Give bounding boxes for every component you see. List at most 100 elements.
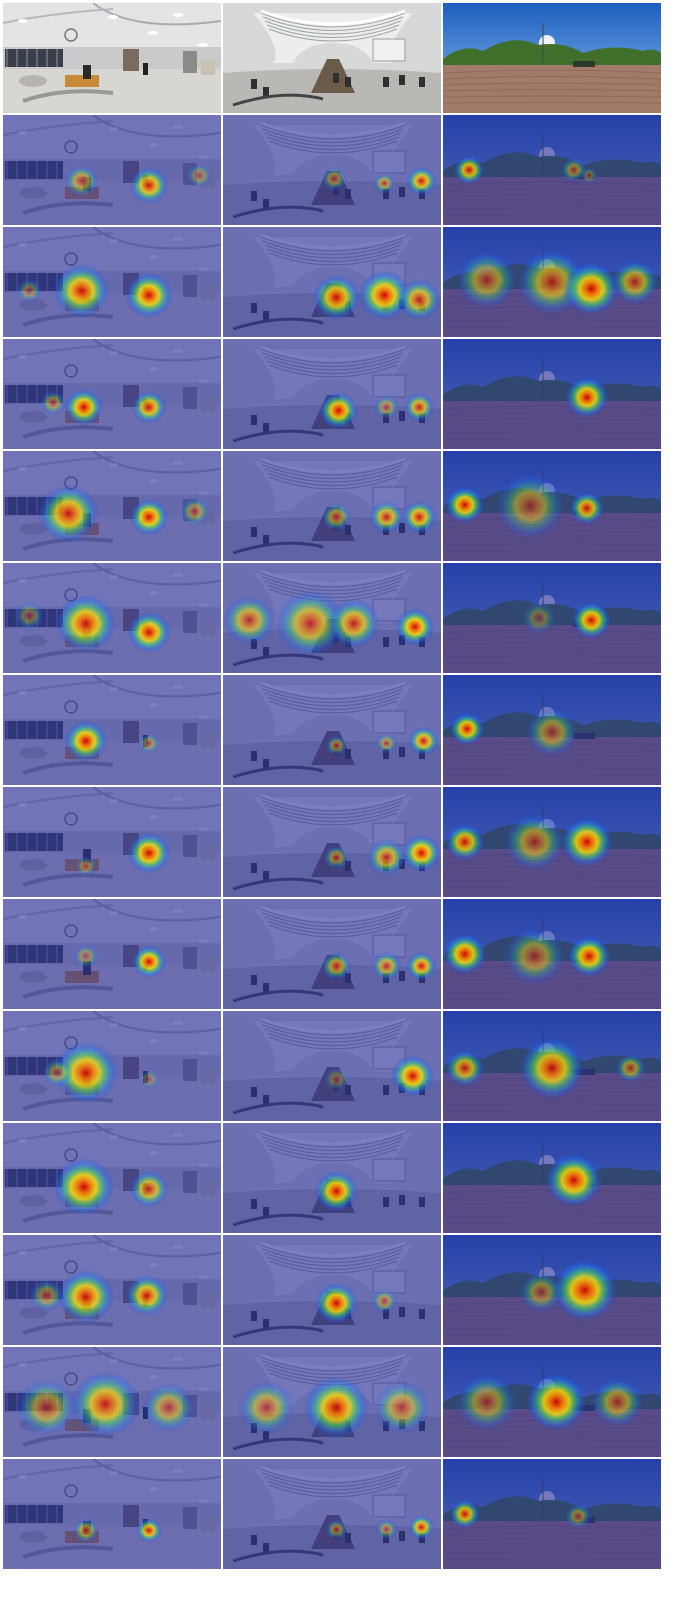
heatmap-layer [37, 484, 211, 543]
heat-blob [567, 935, 611, 977]
saliency-map-tile [223, 451, 441, 561]
original-panorama-tile [3, 3, 221, 113]
heat-blob [401, 834, 441, 872]
indoor-lobby-scene [3, 3, 221, 113]
saliency-map-tile [223, 1123, 441, 1233]
heat-blob [321, 951, 352, 981]
blue-overlay [223, 1459, 441, 1569]
saliency-map-tile [3, 1459, 221, 1569]
blue-overlay [3, 675, 221, 785]
heatmap-layer [321, 500, 437, 534]
heat-blob [314, 1170, 359, 1212]
heat-blob [552, 1258, 618, 1322]
heat-blob [127, 611, 171, 654]
heat-blob [373, 172, 396, 194]
heat-blob [519, 1037, 585, 1100]
heat-blob [312, 274, 361, 321]
indoor-hall-scene [223, 3, 441, 113]
heat-blob [57, 1269, 115, 1324]
saliency-map-tile [223, 675, 441, 785]
saliency-map-tile [443, 1123, 661, 1233]
heat-blob [129, 498, 169, 536]
heat-blob [131, 945, 167, 979]
heatmap-layer [72, 1518, 163, 1543]
heat-blob [125, 1274, 169, 1317]
panorama-image [3, 899, 221, 1009]
heatmap-layer [74, 832, 171, 877]
saliency-map-tile [3, 451, 221, 561]
heat-blob [456, 250, 518, 309]
panorama-image [223, 1011, 441, 1121]
heatmap-layer [314, 1282, 398, 1324]
heatmap-layer [72, 943, 167, 979]
heat-blob [314, 1282, 359, 1324]
heat-blob [70, 1371, 141, 1438]
heat-blob [29, 1278, 65, 1313]
panorama-image [223, 1123, 441, 1233]
heat-blob [445, 486, 485, 524]
heat-blob [323, 1066, 350, 1092]
panorama-image [223, 227, 441, 337]
heatmap-layer [325, 1514, 435, 1540]
panorama-image [223, 451, 441, 561]
saliency-map-tile [443, 227, 661, 337]
heat-blob [445, 1049, 485, 1087]
heat-blob [16, 278, 43, 304]
heatmap-layer [40, 388, 167, 426]
panorama-image [223, 787, 441, 897]
heat-blob [571, 601, 611, 639]
panorama-image [443, 115, 661, 225]
heat-blob [580, 167, 598, 184]
heat-blob [521, 601, 557, 635]
panorama-image [3, 1459, 221, 1569]
heat-blob [72, 943, 99, 969]
heatmap-layer [29, 1269, 169, 1324]
heat-blob [275, 590, 346, 657]
heat-blob [325, 1519, 348, 1540]
panorama-image [3, 227, 221, 337]
heat-blob [142, 1382, 195, 1433]
panorama-image [443, 1123, 661, 1233]
blue-overlay [443, 339, 661, 449]
panorama-image [3, 675, 221, 785]
saliency-map-tile [223, 563, 441, 673]
heat-blob [74, 855, 97, 877]
panorama-image [223, 563, 441, 673]
heatmap-layer [312, 270, 441, 321]
heatmap-layer [445, 472, 605, 540]
saliency-map-tile [223, 1347, 441, 1457]
heat-blob [560, 817, 614, 867]
panorama-image [3, 115, 221, 225]
heatmap-layer [565, 376, 609, 419]
saliency-map-tile [3, 787, 221, 897]
saliency-map-tile [3, 563, 221, 673]
heatmap-layer [519, 1258, 618, 1322]
heat-blob [449, 1499, 481, 1529]
heatmap-layer [445, 1037, 646, 1100]
heatmap-layer [325, 726, 439, 756]
heat-blob [64, 720, 108, 762]
heat-blob [37, 484, 99, 543]
panorama-image [223, 899, 441, 1009]
panorama-image [3, 1011, 221, 1121]
saliency-map-tile [223, 1235, 441, 1345]
heat-blob [318, 391, 359, 430]
heat-blob [53, 1041, 119, 1104]
panorama-image [223, 1235, 441, 1345]
heat-blob [408, 726, 439, 756]
heat-blob [366, 838, 407, 877]
panorama-image [443, 787, 661, 897]
panorama-image [443, 339, 661, 449]
saliency-map-tile [443, 1235, 661, 1345]
heat-blob [321, 502, 352, 532]
original-panorama-tile [443, 3, 661, 113]
blue-overlay [3, 115, 221, 225]
saliency-map-tile [3, 675, 221, 785]
heat-blob [456, 1373, 518, 1431]
heat-blob [129, 166, 169, 205]
saliency-map-tile [443, 1459, 661, 1569]
heat-blob [545, 1153, 603, 1208]
heat-blob [238, 1380, 295, 1435]
heat-blob [127, 832, 171, 874]
panorama-image [3, 1347, 221, 1457]
